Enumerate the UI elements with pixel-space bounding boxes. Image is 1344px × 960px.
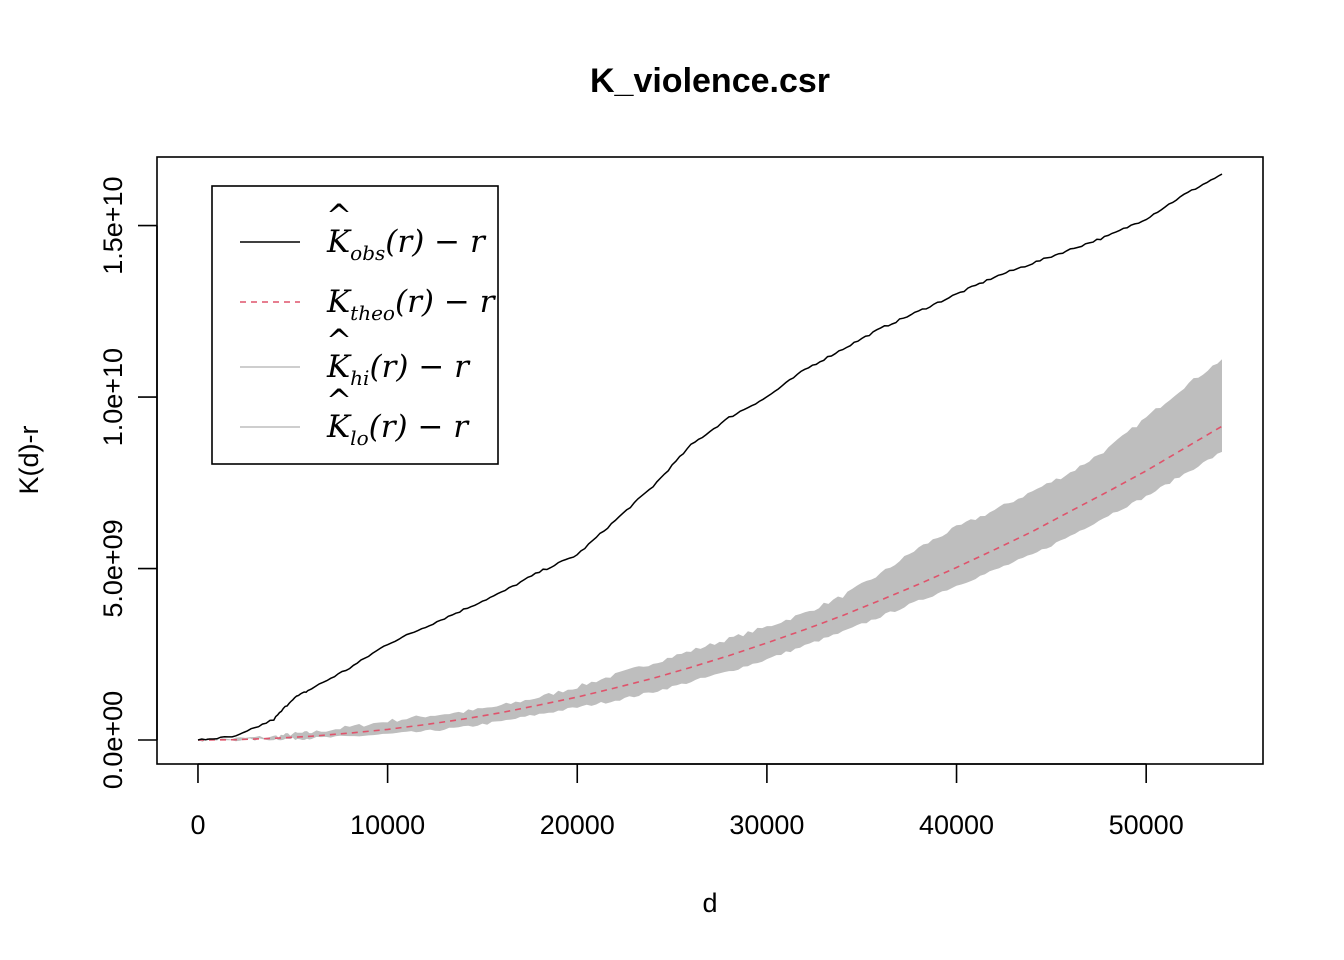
- legend-box: [211, 185, 499, 465]
- plot-area: [197, 173, 1223, 742]
- x-axis: 0 10000 20000 30000 40000 50000: [190, 763, 1184, 840]
- y-tick-label: 5.0e+09: [98, 519, 128, 617]
- x-tick-label: 50000: [1109, 810, 1184, 840]
- x-tick-label: 20000: [540, 810, 615, 840]
- legend-label-lo: Klo(r) − r: [326, 409, 470, 450]
- legend-hat-lo: ^: [326, 383, 352, 419]
- x-tick-label: 30000: [729, 810, 804, 840]
- legend-hat-hi: ^: [326, 323, 352, 359]
- y-axis: 0.0e+00 5.0e+09 1.0e+10 1.5e+10: [98, 176, 158, 789]
- y-tick-label: 0.0e+00: [98, 691, 128, 789]
- x-axis-label: d: [702, 888, 717, 918]
- series-line-theo: [197, 425, 1223, 741]
- y-tick-label: 1.5e+10: [98, 176, 128, 274]
- series-line-obs: [197, 173, 1223, 741]
- legend-label-theo: Ktheo(r) − r: [326, 284, 497, 325]
- envelope-band: [198, 359, 1222, 742]
- y-tick-label: 1.0e+10: [98, 348, 128, 446]
- legend-label-obs: Kobs(r) − r: [326, 224, 487, 265]
- x-tick-label: 10000: [350, 810, 425, 840]
- legend-label-hi: Khi(r) − r: [326, 349, 471, 390]
- x-tick-label: 0: [190, 810, 205, 840]
- x-tick-label: 40000: [919, 810, 994, 840]
- legend-hat-obs: ^: [326, 198, 352, 234]
- chart-title: K_violence.csr: [590, 62, 830, 100]
- y-axis-label: K(d)-r: [14, 426, 44, 495]
